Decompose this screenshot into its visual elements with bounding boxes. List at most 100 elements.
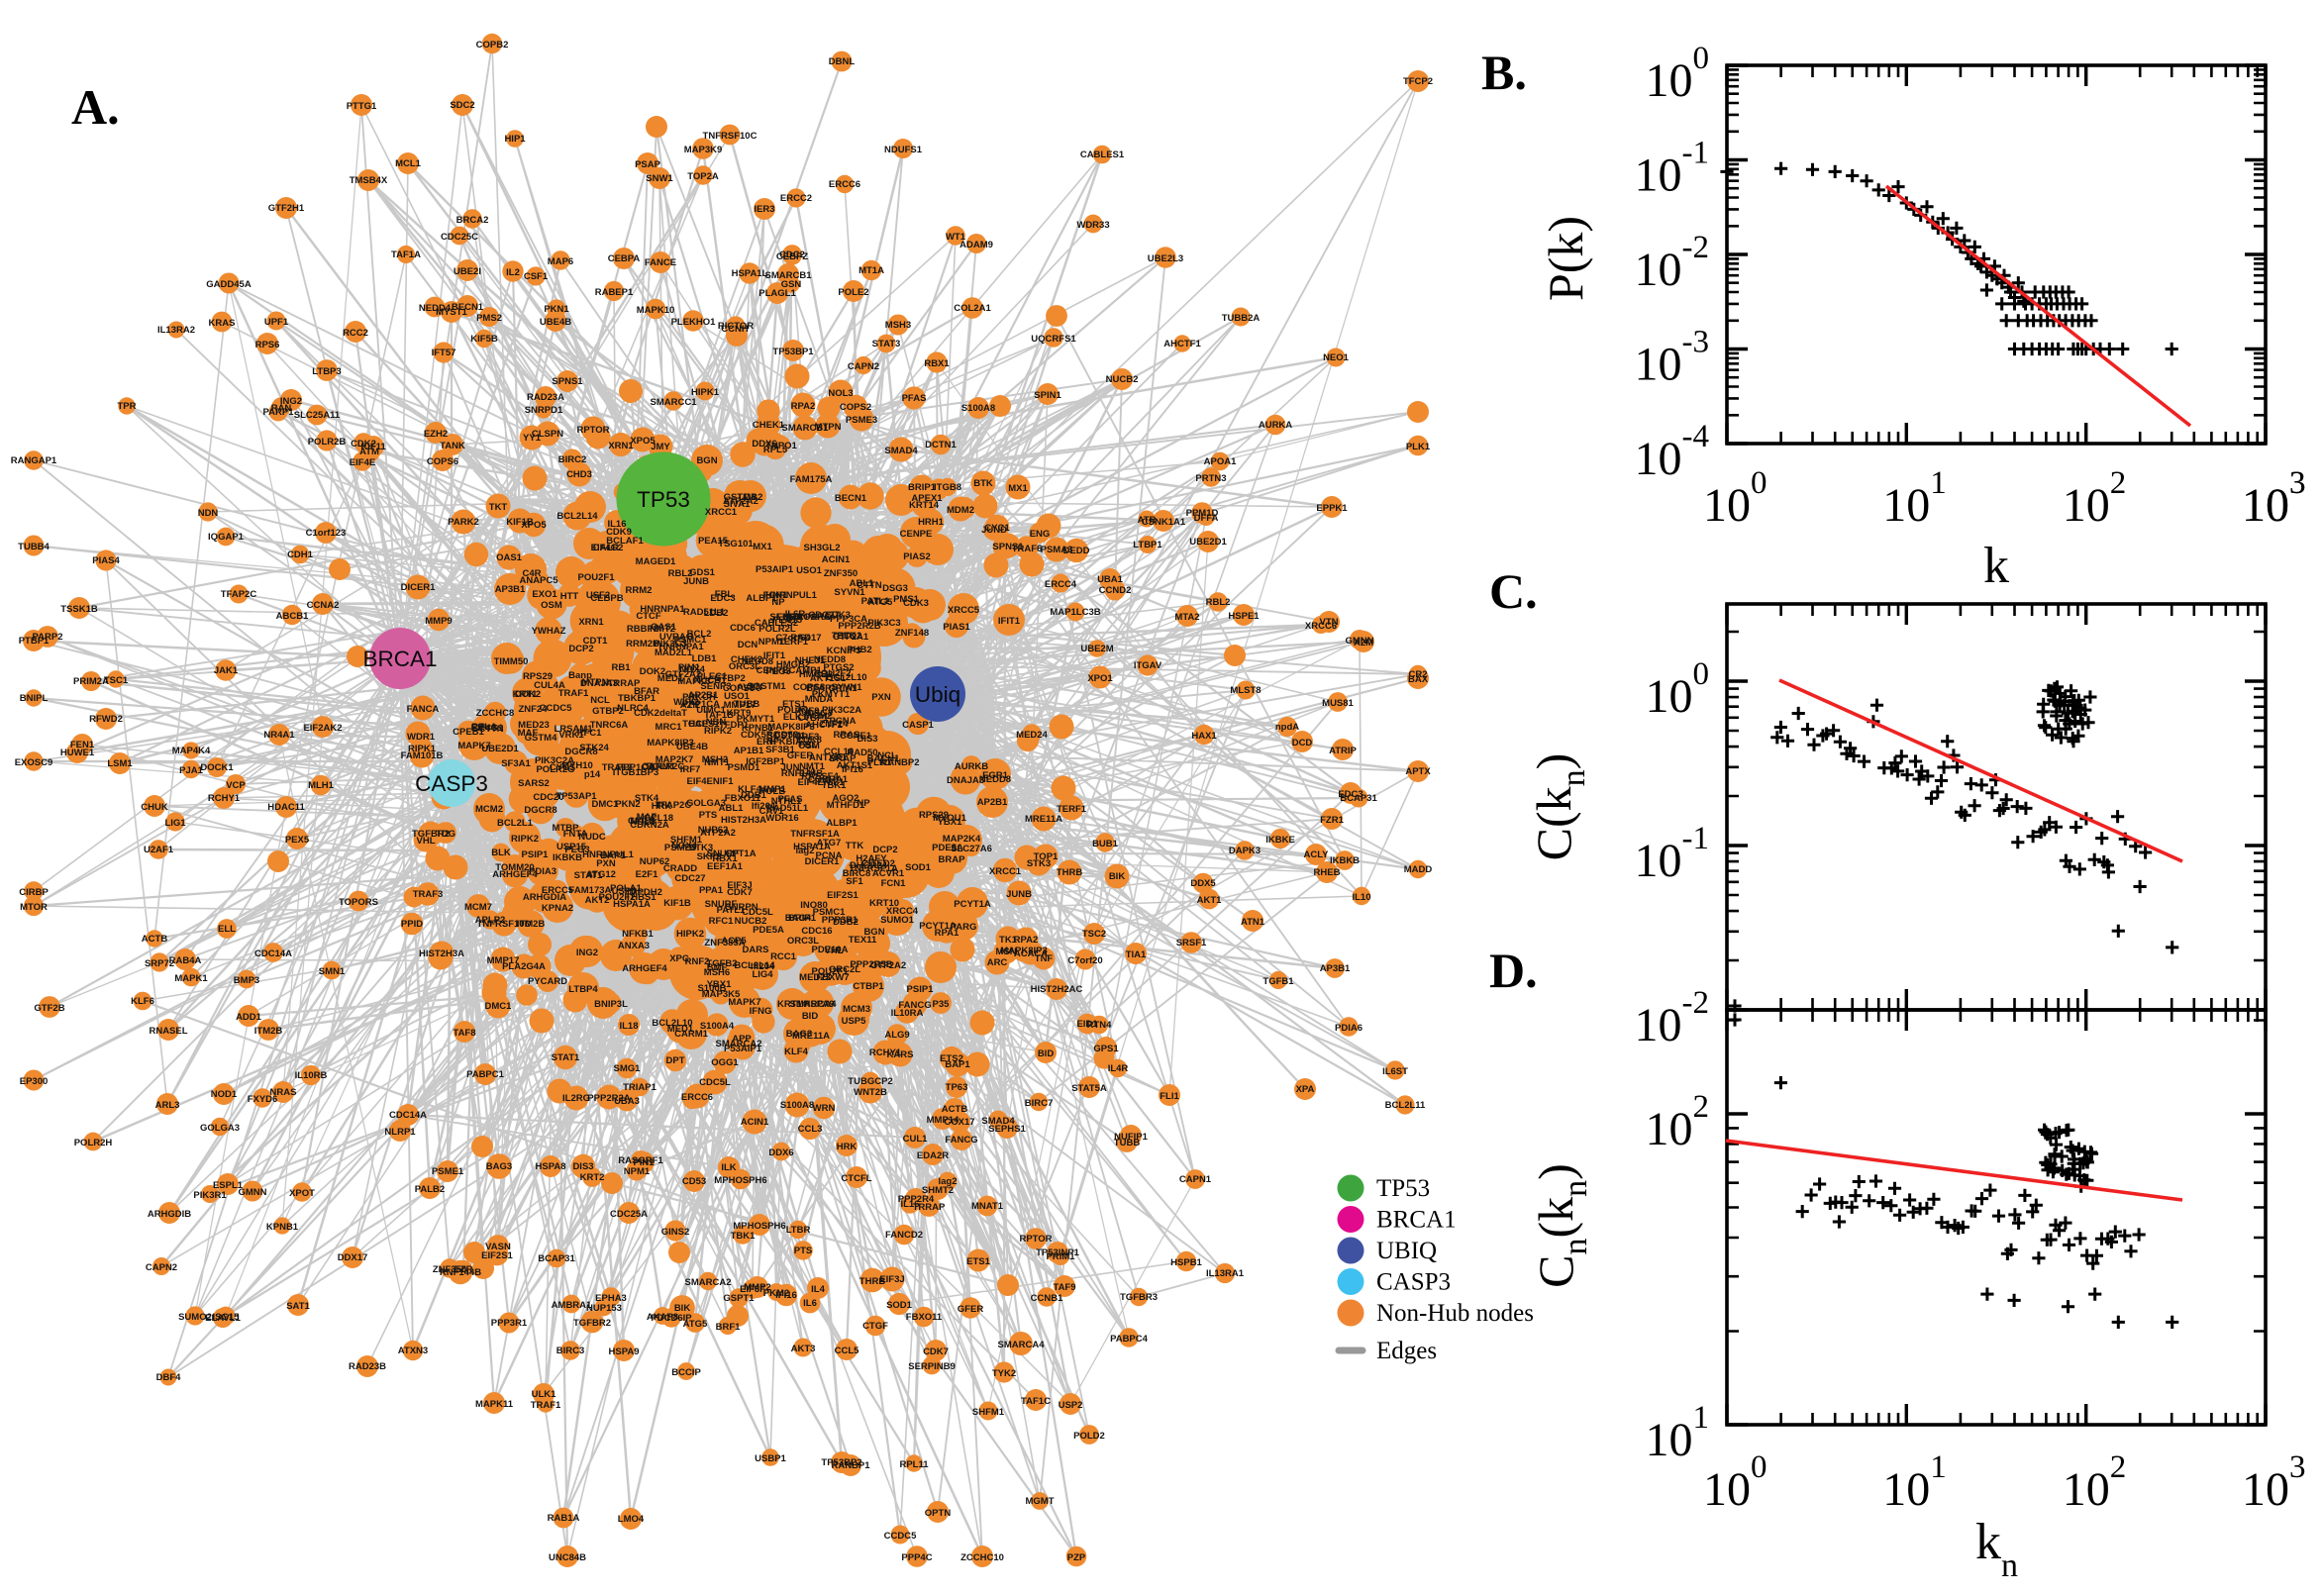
svg-text:PIAS2: PIAS2: [903, 551, 930, 562]
svg-text:TUBGCP2: TUBGCP2: [848, 1076, 892, 1087]
svg-text:AGO2: AGO2: [833, 793, 859, 804]
svg-text:KARS: KARS: [887, 1049, 914, 1060]
svg-text:CDK7: CDK7: [923, 1347, 949, 1357]
svg-text:C.: C.: [1489, 563, 1538, 619]
svg-text:NCL: NCL: [590, 695, 610, 706]
svg-text:APTX: APTX: [1405, 766, 1431, 777]
svg-text:ARHGEF4: ARHGEF4: [622, 963, 667, 974]
svg-text:THRB: THRB: [1057, 867, 1083, 878]
svg-text:ATG5: ATG5: [683, 1319, 708, 1330]
svg-text:HSPA9: HSPA9: [609, 1347, 640, 1357]
svg-text:BID: BID: [802, 1011, 819, 1022]
svg-text:TAF8: TAF8: [453, 1028, 475, 1039]
svg-text:SYVN1: SYVN1: [831, 682, 862, 693]
svg-text:UBE2L3: UBE2L3: [1148, 253, 1183, 264]
svg-text:AKT1: AKT1: [1197, 895, 1223, 906]
svg-text:HAX1: HAX1: [1191, 731, 1217, 742]
svg-text:XPO1: XPO1: [1087, 673, 1113, 684]
svg-text:MLST8: MLST8: [1230, 685, 1261, 696]
svg-text:CDT1: CDT1: [583, 636, 609, 647]
svg-text:EIF4ENIF1: EIF4ENIF1: [798, 777, 846, 788]
svg-text:MTA2: MTA2: [1174, 612, 1199, 623]
svg-text:MX1: MX1: [753, 542, 772, 552]
svg-text:NP: NP: [857, 798, 870, 809]
svg-text:HIST2H2AC: HIST2H2AC: [1031, 984, 1083, 995]
svg-text:BCL2L1: BCL2L1: [497, 818, 534, 829]
svg-text:CHEK1: CHEK1: [753, 420, 785, 431]
svg-text:HSPA1A: HSPA1A: [613, 899, 651, 910]
svg-text:RNF2: RNF2: [685, 956, 710, 967]
svg-text:PIK3R1: PIK3R1: [193, 1190, 227, 1201]
svg-text:RAB1A: RAB1A: [548, 1513, 580, 1524]
svg-text:PTS: PTS: [794, 1246, 812, 1256]
svg-text:ILK: ILK: [721, 1162, 736, 1173]
svg-text:CDC25C: CDC25C: [441, 232, 478, 243]
svg-text:DGCR8: DGCR8: [564, 747, 597, 757]
svg-text:JUND: JUND: [981, 525, 1007, 536]
svg-text:HSPE1: HSPE1: [1228, 611, 1260, 622]
svg-text:XRCC5: XRCC5: [948, 605, 980, 616]
svg-text:ARL3: ARL3: [155, 1100, 180, 1111]
svg-text:DOCK1: DOCK1: [200, 762, 234, 773]
svg-text:DMC1: DMC1: [485, 1001, 513, 1012]
svg-text:HNRNPUL1: HNRNPUL1: [765, 590, 817, 601]
svg-text:MAF: MAF: [637, 812, 657, 823]
svg-text:EIF3J: EIF3J: [879, 1274, 904, 1285]
svg-text:Non-Hub nodes: Non-Hub nodes: [1376, 1300, 1534, 1327]
svg-text:MTPN: MTPN: [582, 677, 609, 688]
svg-text:USP5: USP5: [842, 1016, 867, 1027]
svg-text:ELL: ELL: [218, 924, 236, 935]
svg-text:CSF1: CSF1: [524, 271, 549, 282]
svg-text:EEF1A1: EEF1A1: [707, 861, 744, 872]
svg-text:GINS2: GINS2: [661, 1227, 690, 1238]
svg-text:PDIA6: PDIA6: [1335, 1023, 1363, 1034]
svg-text:ITGAV: ITGAV: [1134, 660, 1162, 671]
svg-text:RPA2: RPA2: [1014, 935, 1039, 946]
svg-text:BCAP31: BCAP31: [538, 1253, 575, 1264]
svg-text:GTBP2: GTBP2: [714, 673, 746, 684]
svg-text:SQSTM1: SQSTM1: [747, 681, 786, 692]
svg-text:NFKB1: NFKB1: [622, 929, 654, 940]
svg-text:WDR1: WDR1: [407, 732, 436, 743]
svg-text:Cn(kn): Cn(kn): [1528, 1163, 1594, 1288]
svg-text:COPS6: COPS6: [427, 456, 458, 467]
svg-text:TKT: TKT: [489, 502, 508, 513]
svg-text:CDK9: CDK9: [606, 527, 632, 538]
svg-text:FANCG: FANCG: [945, 1135, 977, 1146]
svg-text:lag2: lag2: [938, 1176, 957, 1187]
svg-text:XRCC1: XRCC1: [989, 866, 1022, 877]
svg-text:ACIN1: ACIN1: [822, 554, 851, 565]
svg-text:S100A8: S100A8: [961, 403, 995, 414]
svg-text:CIRBP: CIRBP: [19, 887, 49, 898]
svg-text:PPA1: PPA1: [699, 885, 724, 896]
svg-text:TRAF6: TRAF6: [1012, 544, 1043, 554]
svg-text:SF3A1: SF3A1: [501, 758, 531, 769]
svg-text:TIA1: TIA1: [1126, 949, 1147, 960]
svg-text:GSTM4: GSTM4: [525, 733, 557, 744]
svg-text:AURKB: AURKB: [955, 761, 988, 772]
svg-text:LMO4: LMO4: [618, 1514, 645, 1525]
svg-text:CAPN2: CAPN2: [146, 1262, 177, 1273]
svg-text:FXYD6: FXYD6: [248, 1094, 278, 1105]
svg-text:OGG1: OGG1: [711, 1057, 739, 1068]
svg-text:ERCC4: ERCC4: [1045, 579, 1077, 590]
svg-text:CEBPA: CEBPA: [608, 253, 641, 264]
svg-text:POLE2: POLE2: [838, 287, 868, 298]
svg-text:TNRC6A: TNRC6A: [590, 720, 629, 731]
svg-text:APP: APP: [732, 1034, 752, 1045]
svg-text:TSC2: TSC2: [1082, 929, 1106, 940]
svg-text:HIPK2: HIPK2: [676, 929, 704, 940]
svg-text:PSAP: PSAP: [635, 159, 661, 170]
svg-text:SDC2: SDC2: [450, 100, 474, 111]
svg-text:HDAC11: HDAC11: [267, 802, 305, 813]
svg-text:SLC25A11: SLC25A11: [294, 410, 341, 421]
svg-text:HRK: HRK: [652, 801, 672, 812]
svg-text:SENP3: SENP3: [769, 612, 800, 623]
svg-text:GPS1: GPS1: [1093, 1044, 1119, 1054]
svg-text:IER3: IER3: [754, 204, 774, 215]
svg-text:ATRIP: ATRIP: [1329, 746, 1357, 756]
svg-text:CPT1A: CPT1A: [725, 848, 756, 859]
svg-text:TUBB: TUBB: [1114, 1138, 1141, 1148]
svg-text:CEBPB: CEBPB: [590, 593, 623, 604]
svg-text:PATL1: PATL1: [861, 596, 890, 607]
